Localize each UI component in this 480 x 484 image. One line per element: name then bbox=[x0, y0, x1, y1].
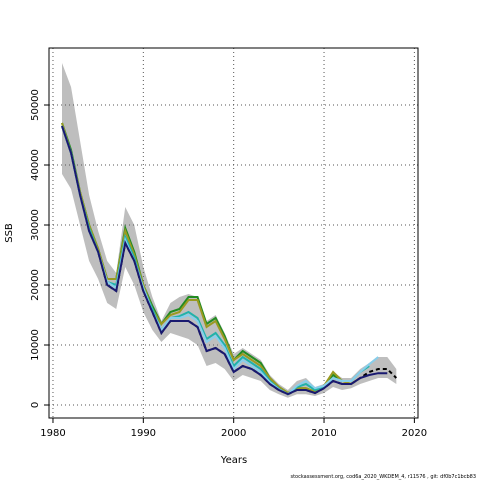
series-line bbox=[61, 125, 379, 396]
series-line bbox=[61, 122, 361, 395]
y-tick-label: 50000 bbox=[30, 89, 41, 121]
y-tick-label: 40000 bbox=[30, 149, 41, 181]
x-axis-label: Years bbox=[220, 455, 247, 466]
y-tick-label: 30000 bbox=[30, 209, 41, 241]
y-axis-label: SSB bbox=[4, 223, 15, 243]
series-line bbox=[61, 125, 388, 396]
x-tick-label: 2000 bbox=[221, 428, 246, 439]
y-tick-label: 10000 bbox=[30, 329, 41, 361]
confidence-band bbox=[62, 62, 397, 398]
x-tick-label: 2010 bbox=[311, 428, 336, 439]
plot-frame bbox=[48, 47, 419, 419]
series-line bbox=[61, 125, 370, 396]
y-tick-label: 0 bbox=[30, 402, 41, 408]
x-tick-label: 1990 bbox=[131, 428, 156, 439]
x-tick-label: 2020 bbox=[402, 428, 427, 439]
footnote: stockassessment.org, cod6a_2020_WKDEM_4,… bbox=[290, 474, 476, 480]
x-tick-label: 1980 bbox=[40, 428, 65, 439]
y-tick-label: 20000 bbox=[30, 269, 41, 301]
